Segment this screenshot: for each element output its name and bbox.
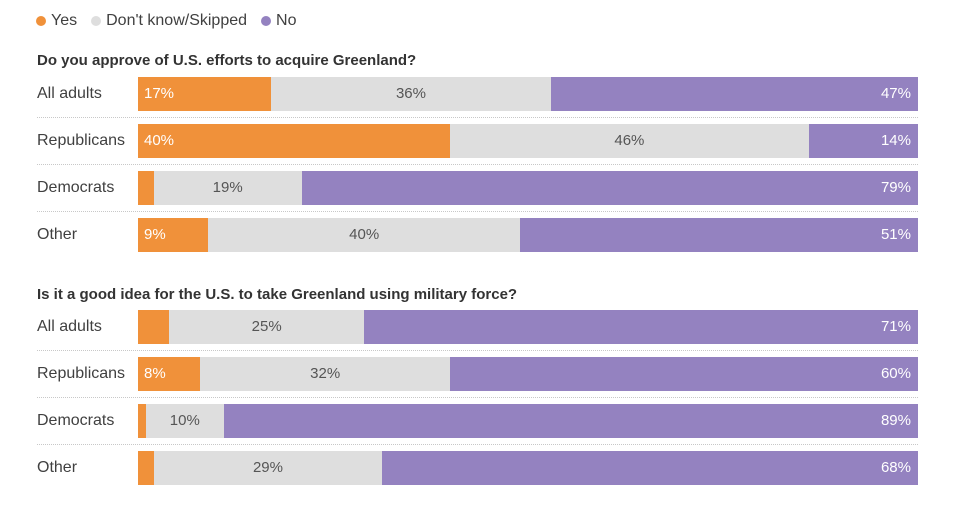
data-label-yes: 40% xyxy=(144,132,175,149)
bar-segment-yes: 9% xyxy=(138,218,209,252)
bar-segment-yes xyxy=(138,310,170,344)
bar-segment-no: 60% xyxy=(449,357,918,391)
bar-segment-no: 14% xyxy=(808,124,918,158)
bar-segment-no: 47% xyxy=(551,77,918,111)
data-label-dk: 19% xyxy=(212,179,243,196)
category-label: Other xyxy=(37,459,78,476)
bar-segment-dk: 10% xyxy=(145,404,224,438)
data-label-yes: 9% xyxy=(144,226,166,243)
chart-2-row: Democrats 10% 89% xyxy=(37,398,918,445)
stacked-bar: 9% 40% 51% xyxy=(138,218,918,252)
category-label: Republicans xyxy=(37,365,126,382)
chart-2-title: Is it a good idea for the U.S. to take G… xyxy=(37,286,518,303)
row-divider xyxy=(37,444,918,445)
data-label-dk: 32% xyxy=(310,365,341,382)
stacked-bar: 8% 32% 60% xyxy=(138,357,918,391)
legend-item-yes: Yes xyxy=(36,12,77,30)
stacked-bar: 25% 71% xyxy=(138,310,918,344)
legend-item-dk: Don't know/Skipped xyxy=(91,12,247,30)
bar-segment-dk: 36% xyxy=(270,77,552,111)
bar-segment-dk: 25% xyxy=(169,310,365,344)
data-label-dk: 29% xyxy=(252,459,283,476)
bar-segment-yes: 40% xyxy=(138,124,450,158)
bar-segment-dk: 32% xyxy=(200,357,450,391)
row-divider xyxy=(37,117,918,118)
legend-item-no: No xyxy=(261,12,296,30)
chart-1-title: Do you approve of U.S. efforts to acquir… xyxy=(37,52,417,69)
data-label-no: 47% xyxy=(880,85,911,102)
legend-label-dk: Don't know/Skipped xyxy=(106,12,248,29)
row-divider xyxy=(37,211,918,212)
category-label: Republicans xyxy=(37,132,126,149)
bar-segment-no: 79% xyxy=(301,171,918,205)
bar-segment-dk: 29% xyxy=(153,451,383,485)
category-label: Other xyxy=(37,226,78,243)
chart-1-row: Democrats 19% 79% xyxy=(37,165,918,212)
legend-label-yes: Yes xyxy=(51,12,78,29)
bar-segment-yes: 8% xyxy=(138,357,201,391)
chart-1-row: Republicans 40% 46% 14% xyxy=(37,118,918,165)
bar-segment-dk: 46% xyxy=(450,124,809,158)
data-label-dk: 10% xyxy=(169,412,200,429)
stacked-bar: 29% 68% xyxy=(138,451,918,485)
legend-swatch-no xyxy=(261,16,272,26)
bar-segment-no: 51% xyxy=(520,218,918,252)
data-label-no: 89% xyxy=(880,412,911,429)
row-divider xyxy=(37,350,918,351)
stacked-bar: 17% 36% 47% xyxy=(138,77,918,111)
bar-segment-yes: 17% xyxy=(138,77,271,111)
category-label: Democrats xyxy=(37,179,115,196)
category-label: Democrats xyxy=(37,412,115,429)
legend-swatch-yes xyxy=(36,16,46,26)
bar-segment-yes xyxy=(138,404,146,438)
data-label-no: 60% xyxy=(880,365,911,382)
chart-2-row: All adults 25% 71% xyxy=(37,304,918,351)
bar-segment-dk: 40% xyxy=(208,218,521,252)
stacked-bar: 19% 79% xyxy=(138,171,918,205)
legend-swatch-dk xyxy=(91,16,102,26)
bar-segment-no: 89% xyxy=(223,404,918,438)
category-label: All adults xyxy=(37,85,102,102)
data-label-yes: 17% xyxy=(144,85,175,102)
stacked-bar: 40% 46% 14% xyxy=(138,124,918,158)
chart-1-row: Other 9% 40% 51% xyxy=(37,212,918,258)
bar-segment-no: 68% xyxy=(382,451,918,485)
legend-label-no: No xyxy=(276,12,297,29)
row-divider xyxy=(37,164,918,165)
bar-segment-no: 71% xyxy=(364,310,918,344)
data-label-dk: 36% xyxy=(395,85,426,102)
bar-segment-yes xyxy=(138,451,154,485)
chart-2-row: Republicans 8% 32% 60% xyxy=(37,351,918,398)
data-label-no: 14% xyxy=(880,132,911,149)
data-label-dk: 40% xyxy=(349,226,380,243)
bar-segment-yes xyxy=(138,171,154,205)
stacked-bar: 10% 89% xyxy=(138,404,918,438)
data-label-dk: 25% xyxy=(251,318,282,335)
data-label-no: 68% xyxy=(880,459,911,476)
data-label-dk: 46% xyxy=(614,132,645,149)
category-label: All adults xyxy=(37,318,102,335)
chart-2-row: Other 29% 68% xyxy=(37,445,918,491)
legend: Yes Don't know/Skipped No xyxy=(36,10,310,32)
chart-1-row: All adults 17% 36% 47% xyxy=(37,71,918,118)
bar-segment-dk: 19% xyxy=(153,171,302,205)
data-label-yes: 8% xyxy=(144,365,166,382)
row-divider xyxy=(37,397,918,398)
data-label-no: 51% xyxy=(880,226,911,243)
data-label-no: 71% xyxy=(880,318,911,335)
data-label-no: 79% xyxy=(880,179,911,196)
